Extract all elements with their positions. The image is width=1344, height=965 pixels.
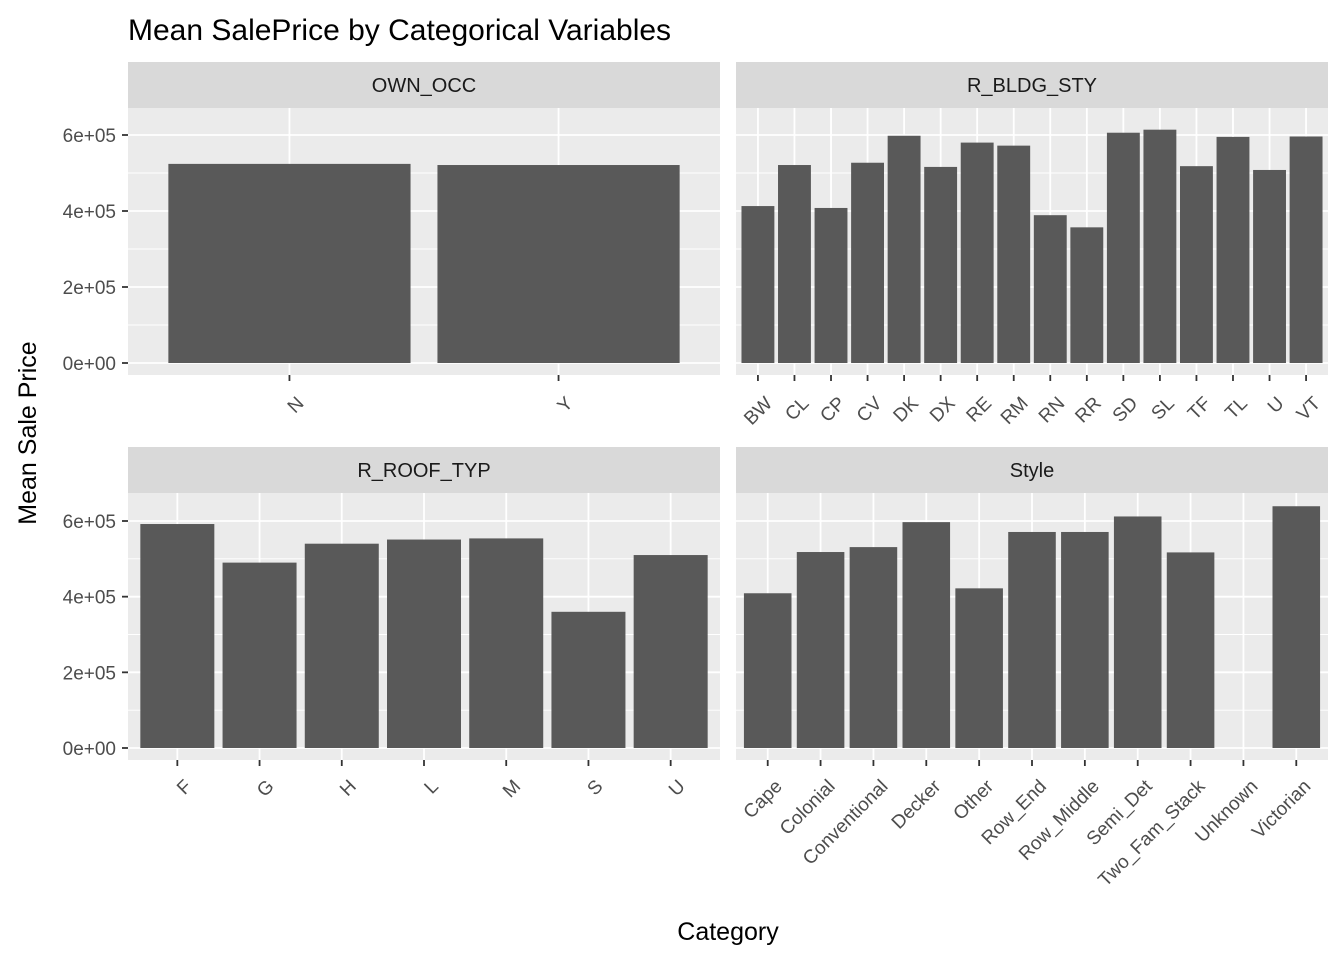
- facet-panel: R_ROOF_TYP F G H L M S U 0e+00 2e+05 4e+05 6e+05: [63, 447, 720, 802]
- y-tick-label: 4e+05: [63, 202, 116, 223]
- y-tick-label: 6e+05: [63, 126, 116, 147]
- x-tick-label: U: [1264, 393, 1289, 418]
- facet-strip-label: OWN_OCC: [372, 75, 476, 97]
- chart-title: Mean SalePrice by Categorical Variables: [128, 14, 671, 47]
- bar: [924, 166, 958, 363]
- x-tick-label: TF: [1184, 393, 1215, 424]
- x-tick-label: N: [284, 393, 309, 418]
- y-tick-label: 6e+05: [63, 512, 116, 533]
- x-tick-label: CP: [816, 393, 850, 427]
- bar: [1216, 136, 1250, 363]
- y-axis-label: Mean Sale Price: [14, 341, 42, 524]
- y-tick-label: 0e+00: [63, 739, 116, 760]
- facet-strip: [128, 62, 720, 108]
- x-tick-label: CV: [853, 393, 887, 427]
- bar: [778, 165, 811, 363]
- bar: [1143, 129, 1177, 363]
- x-tick-label: TL: [1221, 393, 1252, 424]
- y-tick-label: 0e+00: [63, 354, 116, 375]
- bar: [551, 611, 626, 748]
- x-tick-label: G: [253, 776, 278, 801]
- facet-strip-label: Style: [1010, 460, 1054, 482]
- x-tick-label: Other: [950, 776, 999, 825]
- x-tick-label: RN: [1035, 393, 1069, 427]
- x-tick-label: DK: [890, 393, 924, 427]
- facet-strip: [736, 62, 1328, 108]
- bar: [437, 165, 680, 363]
- bar: [796, 552, 845, 748]
- bar: [1180, 166, 1213, 363]
- x-tick-label: RR: [1071, 393, 1105, 427]
- bar: [1008, 531, 1056, 748]
- bar: [1070, 227, 1104, 363]
- facet-panel: R_BLDG_STY BW CL CP CV DK DX RE RM RN RR SD SL TF TL U V…: [736, 62, 1328, 430]
- facet-strip: [736, 447, 1328, 493]
- facet-strip-label: R_ROOF_TYP: [357, 460, 490, 482]
- bar: [902, 522, 951, 748]
- bar: [814, 207, 848, 363]
- facet-panels: OWN_OCC N Y 0e+00 2e+05 4e+05 6e+05 R_BLDG_STY B…: [63, 62, 1328, 891]
- bar: [633, 555, 708, 748]
- x-tick-label: VT: [1293, 393, 1325, 425]
- bar: [1106, 132, 1140, 363]
- bar: [1033, 215, 1067, 363]
- x-tick-label: RM: [997, 393, 1033, 429]
- x-tick-label: RE: [963, 393, 997, 427]
- bar: [743, 593, 792, 748]
- bar: [1253, 169, 1286, 363]
- y-tick-label: 2e+05: [63, 663, 116, 684]
- bar: [1113, 516, 1162, 748]
- bar: [222, 562, 297, 748]
- bar: [955, 588, 1003, 748]
- x-tick-label: SD: [1109, 393, 1143, 427]
- x-tick-label: Decker: [888, 776, 946, 834]
- x-tick-label: M: [499, 776, 525, 802]
- bar: [960, 142, 994, 363]
- bar: [851, 162, 884, 363]
- y-tick-label: 2e+05: [63, 278, 116, 299]
- x-tick-label: Y: [554, 393, 578, 417]
- x-tick-label: Cape: [740, 776, 787, 823]
- x-tick-label: CL: [781, 393, 813, 425]
- x-tick-label: U: [665, 776, 690, 801]
- bar: [1289, 136, 1323, 363]
- x-tick-label: L: [421, 776, 443, 798]
- facet-strip-label: R_BLDG_STY: [967, 75, 1097, 97]
- x-tick-label: H: [336, 776, 361, 801]
- bar: [741, 206, 775, 363]
- facet-strip: [128, 447, 720, 493]
- bar: [168, 163, 411, 363]
- bar: [469, 538, 544, 748]
- x-tick-label: S: [584, 776, 608, 800]
- bar: [387, 539, 461, 748]
- x-tick-label: F: [173, 776, 196, 799]
- bar: [1061, 531, 1109, 748]
- bar: [1166, 552, 1215, 748]
- bar: [887, 135, 921, 363]
- x-tick-label: BW: [740, 393, 777, 430]
- bar: [304, 543, 379, 748]
- x-axis-label: Category: [677, 918, 779, 946]
- y-tick-label: 4e+05: [63, 588, 116, 609]
- bar: [849, 547, 898, 748]
- bar: [140, 524, 215, 748]
- bar: [997, 145, 1031, 363]
- x-tick-label: SL: [1148, 393, 1179, 424]
- x-tick-label: Victorian: [1248, 776, 1315, 843]
- bar: [1272, 506, 1321, 748]
- facet-panel: OWN_OCC N Y 0e+00 2e+05 4e+05 6e+05: [63, 62, 720, 418]
- x-tick-label: DX: [926, 393, 960, 427]
